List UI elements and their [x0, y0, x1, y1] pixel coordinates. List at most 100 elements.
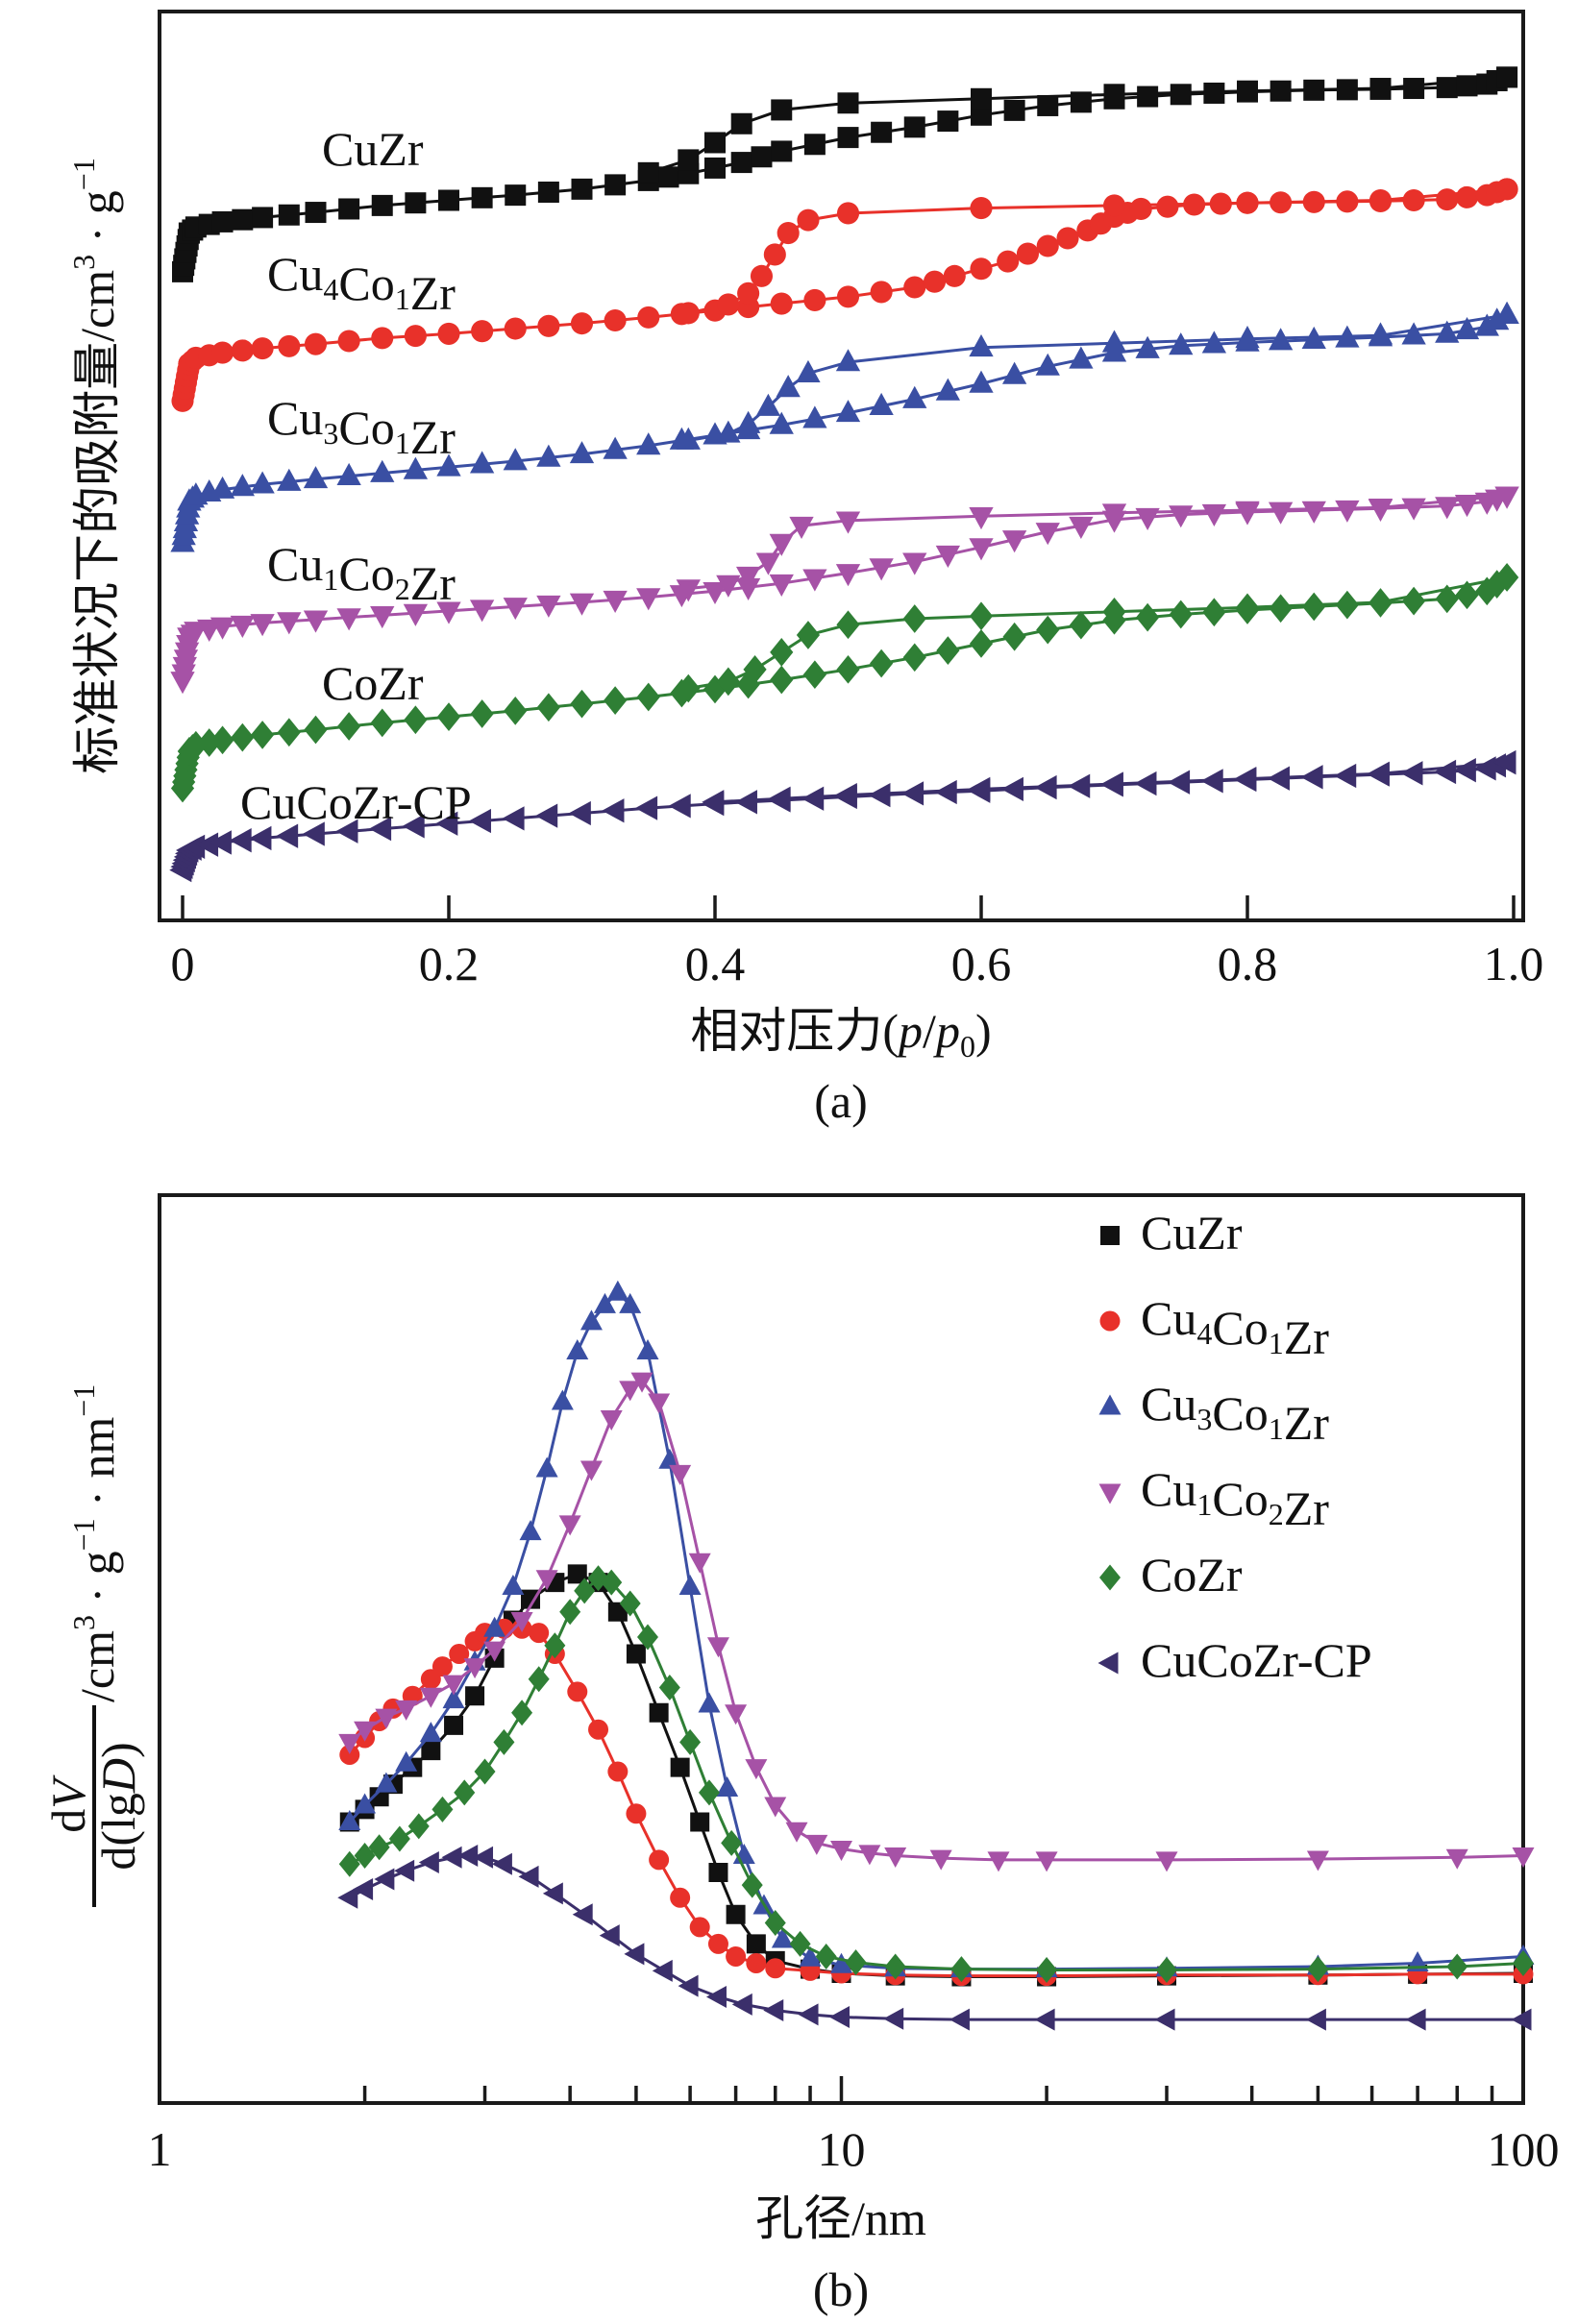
data-point [869, 392, 894, 416]
panel-a-y-axis-label: 标准状况下的吸附量/cm3 · g−1 [66, 158, 124, 774]
data-point [1155, 1851, 1178, 1872]
x-tick-label: 0.2 [419, 937, 480, 991]
data-point [731, 1993, 752, 2016]
data-point [1302, 190, 1325, 213]
data-point [1068, 773, 1091, 798]
data-point [1513, 1950, 1534, 1976]
data-point [419, 1687, 442, 1708]
data-point [1435, 584, 1459, 614]
data-point [454, 1779, 476, 1806]
data-point [421, 1741, 441, 1761]
data-point [569, 441, 595, 464]
data-point [716, 420, 741, 443]
data-point [1400, 761, 1423, 786]
data-point [1136, 602, 1160, 632]
data-point [1102, 597, 1126, 626]
data-point [796, 621, 821, 649]
data-point [735, 410, 761, 433]
data-point [1236, 191, 1259, 214]
data-point [278, 204, 300, 226]
series-cucozr-cp [169, 749, 1516, 883]
data-point [776, 375, 801, 398]
data-point [869, 558, 894, 581]
data-point [619, 1590, 641, 1617]
data-point [1102, 194, 1126, 217]
data-point [652, 1959, 673, 1982]
data-point [544, 1632, 566, 1659]
data-point [677, 673, 701, 703]
legend-label: CuZr [1141, 1206, 1243, 1260]
data-point [1156, 1957, 1178, 1983]
data-point [969, 506, 994, 530]
data-point [637, 161, 659, 183]
data-point [923, 270, 947, 293]
data-point [883, 2007, 904, 2030]
data-point [483, 1616, 506, 1637]
data-point [658, 1675, 680, 1700]
data-point [518, 1865, 539, 1888]
data-point [1512, 1847, 1535, 1868]
data-point [1003, 99, 1025, 121]
data-point [374, 1868, 395, 1891]
data-point [1402, 188, 1425, 212]
data-point [688, 1553, 711, 1574]
data-point [706, 1637, 729, 1658]
data-point [471, 320, 494, 343]
data-point [870, 281, 893, 304]
data-point [704, 132, 726, 154]
data-point [830, 1841, 852, 1861]
data-point [251, 337, 274, 360]
data-point [1201, 330, 1227, 354]
data-point [1434, 759, 1457, 785]
data-point [1474, 313, 1499, 336]
data-point [751, 146, 773, 168]
data-point [835, 349, 861, 372]
data-point [210, 476, 235, 499]
legend-label: CoZr [1141, 1548, 1243, 1602]
data-point [437, 322, 460, 345]
data-point [1485, 570, 1509, 599]
data-point [1235, 501, 1260, 524]
data-point [210, 617, 235, 640]
data-point [764, 1797, 787, 1818]
data-point [815, 1944, 837, 1969]
data-point [637, 1624, 659, 1651]
data-point [858, 1845, 881, 1866]
data-point [903, 276, 926, 299]
data-point [232, 208, 254, 231]
data-point [937, 110, 959, 133]
data-point [1001, 361, 1027, 384]
data-point [1135, 335, 1160, 358]
data-point [1303, 79, 1325, 101]
data-point [511, 1700, 533, 1726]
data-point [1269, 594, 1293, 624]
data-point [835, 400, 861, 423]
data-point [636, 588, 661, 611]
data-point [1401, 322, 1426, 345]
data-point [519, 1520, 542, 1541]
data-point [607, 1761, 629, 1782]
data-point [734, 790, 757, 815]
data-point [436, 453, 461, 477]
data-point [1334, 763, 1357, 789]
data-point [630, 1372, 653, 1393]
data-point [574, 1578, 596, 1604]
data-point [593, 1292, 616, 1313]
data-point [635, 795, 658, 820]
data-point [770, 638, 794, 667]
data-point [1070, 91, 1092, 113]
data-point [502, 1575, 525, 1595]
data-point [737, 281, 760, 305]
data-point [797, 208, 820, 232]
data-point [705, 1986, 727, 2008]
data-point [603, 590, 628, 614]
data-point [1336, 190, 1359, 213]
data-point [1494, 486, 1519, 509]
data-point [277, 612, 302, 635]
data-point [1203, 82, 1225, 104]
data-point [1496, 66, 1518, 88]
series-label-cu1co2zr: Cu1Co2Zr [267, 537, 456, 610]
data-point [537, 314, 560, 337]
data-point [606, 1280, 629, 1301]
